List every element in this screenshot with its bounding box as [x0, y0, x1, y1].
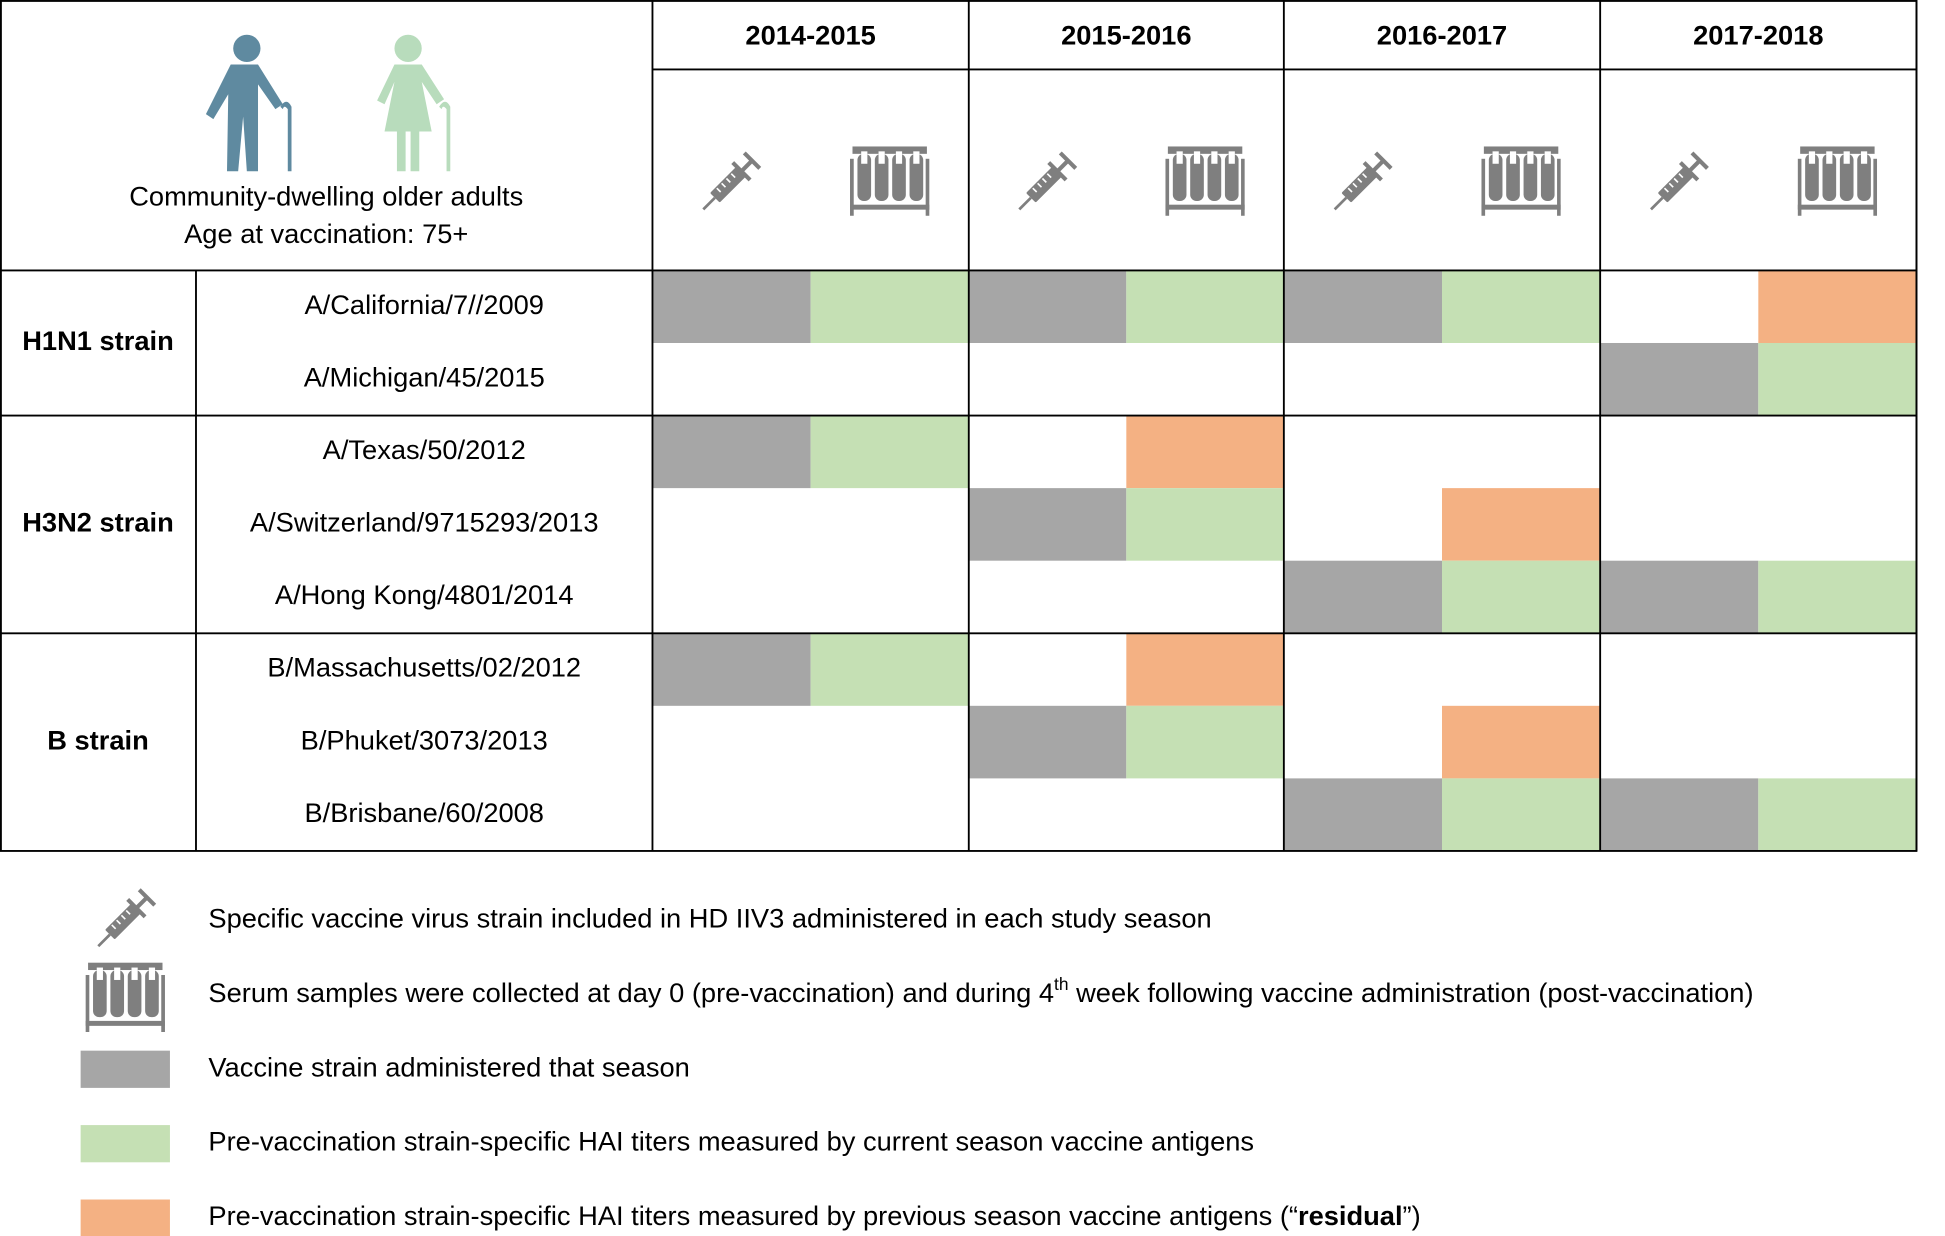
legend-swatch — [80, 1125, 170, 1163]
legend-text: Pre-vaccination strain-specific HAI tite… — [208, 1200, 1420, 1231]
test-tubes-icon — [850, 146, 930, 216]
vaccine-cell — [968, 270, 1127, 343]
current-titer-cell — [1442, 560, 1601, 634]
group-label: B strain — [47, 724, 149, 755]
current-titer-cell — [1126, 270, 1284, 343]
vaccine-cell — [1600, 560, 1759, 634]
test-tubes-icon — [1797, 146, 1878, 216]
legend-text-part: th — [1054, 973, 1068, 993]
strain-label: A/Switzerland/9715293/2013 — [250, 507, 599, 538]
vaccine-cell — [1600, 342, 1759, 416]
legend-text-part: ”) — [1403, 1200, 1421, 1231]
legend-text: Serum samples were collected at day 0 (p… — [208, 973, 1753, 1008]
vaccine-cell — [1600, 778, 1759, 851]
legend-swatch — [80, 1199, 170, 1236]
residual-titer-cell — [1758, 270, 1917, 343]
vaccine-cell — [1283, 778, 1443, 851]
legend-text: Specific vaccine virus strain included i… — [208, 903, 1211, 934]
legend-text-part: Specific vaccine virus strain included i… — [208, 903, 1211, 934]
test-tubes-icon — [1165, 146, 1245, 216]
elderly-woman-icon — [377, 34, 451, 172]
legend-text-part: Serum samples were collected at day 0 (p… — [208, 977, 1054, 1008]
legend-tubes-icon — [85, 962, 165, 1033]
strain-label: A/California/7//2009 — [304, 289, 543, 320]
current-titer-cell — [1126, 488, 1284, 561]
strain-label: B/Phuket/3073/2013 — [301, 724, 548, 755]
season-header: 2015-2016 — [1061, 19, 1191, 50]
vaccine-cell — [1283, 270, 1443, 343]
strain-label: A/Texas/50/2012 — [323, 434, 526, 465]
legend-text: Vaccine strain administered that season — [208, 1051, 689, 1082]
legend-text: Pre-vaccination strain-specific HAI tite… — [208, 1126, 1254, 1157]
group-label: H3N2 strain — [22, 507, 174, 538]
strain-label: A/Hong Kong/4801/2014 — [275, 579, 574, 610]
legend-swatch — [80, 1050, 170, 1088]
residual-titer-cell — [1442, 705, 1601, 779]
syringe-icon — [1009, 149, 1079, 219]
current-titer-cell — [1758, 342, 1917, 416]
current-titer-cell — [810, 415, 969, 489]
test-tubes-icon — [1481, 146, 1561, 216]
vaccine-cell — [652, 415, 811, 489]
syringe-icon — [1641, 149, 1711, 219]
residual-titer-cell — [1126, 415, 1284, 489]
header-title: Community-dwelling older adults — [129, 181, 523, 212]
season-header: 2016-2017 — [1377, 19, 1507, 50]
elderly-man-icon — [205, 34, 292, 172]
vaccine-cell — [968, 488, 1127, 561]
current-titer-cell — [1758, 778, 1917, 851]
vaccine-cell — [1283, 560, 1443, 634]
legend-syringe-icon — [88, 886, 158, 956]
vaccine-cell — [652, 270, 811, 343]
residual-titer-cell — [1126, 633, 1284, 706]
current-titer-cell — [1758, 560, 1917, 634]
current-titer-cell — [1442, 778, 1601, 851]
current-titer-cell — [810, 633, 969, 706]
syringe-icon — [693, 149, 763, 219]
legend-text-part: residual — [1298, 1200, 1403, 1231]
strain-label: B/Massachusetts/02/2012 — [267, 652, 581, 683]
legend-text-part: Vaccine strain administered that season — [208, 1051, 689, 1082]
legend-text-part: Pre-vaccination strain-specific HAI tite… — [208, 1126, 1254, 1157]
syringe-icon — [1325, 149, 1395, 219]
current-titer-cell — [810, 270, 969, 343]
current-titer-cell — [1442, 270, 1601, 343]
season-header: 2017-2018 — [1693, 19, 1823, 50]
current-titer-cell — [1126, 705, 1284, 779]
season-header: 2014-2015 — [745, 19, 875, 50]
legend-text-part: week following vaccine administration (p… — [1069, 977, 1754, 1008]
header-title: Age at vaccination: 75+ — [184, 218, 468, 249]
strain-label: B/Brisbane/60/2008 — [304, 797, 544, 828]
strain-label: A/Michigan/45/2015 — [304, 361, 545, 392]
vaccine-cell — [652, 633, 811, 706]
legend-text-part: Pre-vaccination strain-specific HAI tite… — [208, 1200, 1298, 1231]
group-label: H1N1 strain — [22, 325, 174, 356]
vaccine-cell — [968, 705, 1127, 779]
residual-titer-cell — [1442, 488, 1601, 561]
